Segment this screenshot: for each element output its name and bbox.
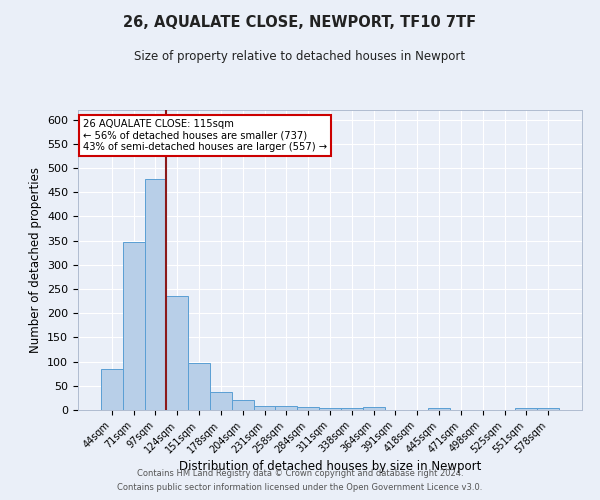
Bar	[537, 408, 559, 410]
Bar	[145, 178, 166, 410]
Bar	[123, 242, 145, 410]
Bar	[166, 296, 188, 410]
Bar	[428, 408, 450, 410]
Bar	[188, 363, 210, 410]
Bar	[363, 407, 385, 410]
Text: 26 AQUALATE CLOSE: 115sqm
← 56% of detached houses are smaller (737)
43% of semi: 26 AQUALATE CLOSE: 115sqm ← 56% of detac…	[83, 119, 327, 152]
Bar	[254, 406, 275, 410]
Bar	[297, 407, 319, 410]
X-axis label: Distribution of detached houses by size in Newport: Distribution of detached houses by size …	[179, 460, 481, 473]
Text: Size of property relative to detached houses in Newport: Size of property relative to detached ho…	[134, 50, 466, 63]
Bar	[275, 406, 297, 410]
Bar	[101, 369, 123, 410]
Y-axis label: Number of detached properties: Number of detached properties	[29, 167, 41, 353]
Bar	[232, 400, 254, 410]
Text: Contains HM Land Registry data © Crown copyright and database right 2024.: Contains HM Land Registry data © Crown c…	[137, 468, 463, 477]
Bar	[210, 392, 232, 410]
Bar	[319, 408, 341, 410]
Text: Contains public sector information licensed under the Open Government Licence v3: Contains public sector information licen…	[118, 484, 482, 492]
Text: 26, AQUALATE CLOSE, NEWPORT, TF10 7TF: 26, AQUALATE CLOSE, NEWPORT, TF10 7TF	[124, 15, 476, 30]
Bar	[341, 408, 363, 410]
Bar	[515, 408, 537, 410]
